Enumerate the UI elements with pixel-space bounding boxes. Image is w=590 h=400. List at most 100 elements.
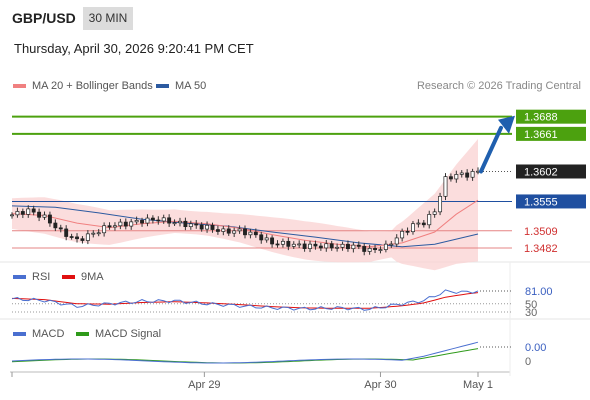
candle-body	[264, 237, 269, 241]
candle	[253, 228, 258, 238]
rsi-label-81.00: 81.00	[525, 286, 553, 298]
candle-body	[167, 217, 172, 224]
candle	[134, 216, 139, 225]
candle	[150, 215, 155, 224]
candle-body	[308, 243, 312, 249]
candle-body	[58, 227, 63, 230]
candle-body	[232, 230, 237, 234]
price-label-support: 1.3509	[524, 226, 558, 238]
candle-body	[183, 220, 188, 228]
ma50-swatch	[156, 84, 169, 88]
candle-body	[237, 228, 242, 232]
candle	[411, 220, 415, 235]
candle	[373, 244, 377, 254]
candle-body	[96, 232, 101, 235]
price-label-bg	[516, 164, 586, 179]
candle	[286, 237, 291, 251]
candle	[335, 243, 340, 252]
candle	[20, 208, 25, 219]
candle	[183, 217, 188, 231]
candle	[448, 173, 453, 182]
candle	[346, 240, 350, 252]
candle-body	[340, 243, 345, 248]
candle-body	[199, 224, 204, 230]
rsi-swatch	[13, 275, 26, 279]
candle-body	[42, 214, 47, 218]
candle	[15, 207, 20, 218]
candle-body	[291, 243, 296, 247]
candle-body	[362, 246, 367, 252]
candle-body	[210, 224, 215, 230]
x-tick-label: Apr 30	[364, 379, 396, 391]
x-tick-label: May 1	[463, 379, 493, 391]
candle-body	[215, 229, 220, 232]
candle-body	[178, 220, 182, 224]
candle	[69, 233, 74, 240]
candle	[383, 240, 388, 253]
candle	[454, 170, 459, 183]
price-label-pivot: 1.3555	[524, 196, 558, 208]
candle	[232, 227, 237, 237]
candle-body	[129, 221, 134, 227]
forecast-arrowhead	[498, 115, 515, 134]
candle-body	[318, 245, 323, 249]
candle	[340, 241, 345, 251]
candle-body	[313, 243, 318, 247]
price-level-labels: 1.3688 1.3661 1.3602 1.3555 1.3509 1.3482	[516, 109, 586, 255]
candle	[194, 220, 199, 229]
candle-body	[113, 225, 117, 228]
candle-body	[335, 246, 340, 249]
candle-body	[459, 172, 464, 175]
candle-body	[465, 172, 470, 178]
timeframe-badge[interactable]: 30 MIN	[83, 7, 133, 30]
candle	[161, 214, 166, 224]
candle-body	[421, 222, 426, 226]
candle	[31, 205, 36, 216]
candle-body	[448, 176, 453, 180]
candle	[188, 220, 193, 230]
candle-body	[297, 243, 302, 246]
legend-macd-signal-label: MACD Signal	[95, 328, 162, 340]
candle	[438, 192, 443, 216]
candle-body	[134, 220, 139, 223]
candle-body	[280, 240, 285, 245]
bollinger-band	[12, 139, 478, 271]
candle	[329, 240, 334, 251]
candle-body	[324, 243, 329, 249]
candle	[280, 238, 285, 248]
candle	[37, 208, 42, 222]
candle-body	[367, 248, 372, 252]
candle	[362, 243, 367, 256]
candle	[47, 211, 52, 227]
candle	[123, 218, 128, 230]
candle-body	[64, 228, 69, 237]
candlesticks	[10, 167, 480, 256]
candle	[80, 236, 85, 244]
candle	[248, 228, 253, 239]
candle-body	[373, 248, 377, 251]
legend-9ma: 9MA	[62, 271, 104, 283]
candle	[367, 244, 372, 255]
candle	[313, 240, 318, 250]
candle-body	[389, 243, 394, 246]
chart-header: GBP/USD 30 MIN	[0, 0, 590, 34]
candle	[26, 205, 31, 218]
candle	[297, 240, 302, 249]
candle-body	[47, 214, 52, 224]
candle-body	[329, 243, 334, 249]
candle-body	[416, 222, 421, 225]
candle	[259, 231, 264, 244]
candle	[205, 221, 210, 233]
research-credit: Research © 2026 Trading Central	[416, 80, 581, 92]
candle-body	[107, 225, 112, 228]
candle	[470, 168, 475, 181]
legend-rsi-label: RSI	[32, 271, 51, 283]
candle-body	[31, 208, 36, 213]
candle	[291, 241, 296, 249]
candle-body	[378, 249, 383, 251]
candle	[226, 225, 231, 236]
candle	[172, 219, 177, 227]
candle-body	[302, 243, 307, 249]
legend-macd: MACD	[13, 328, 64, 340]
